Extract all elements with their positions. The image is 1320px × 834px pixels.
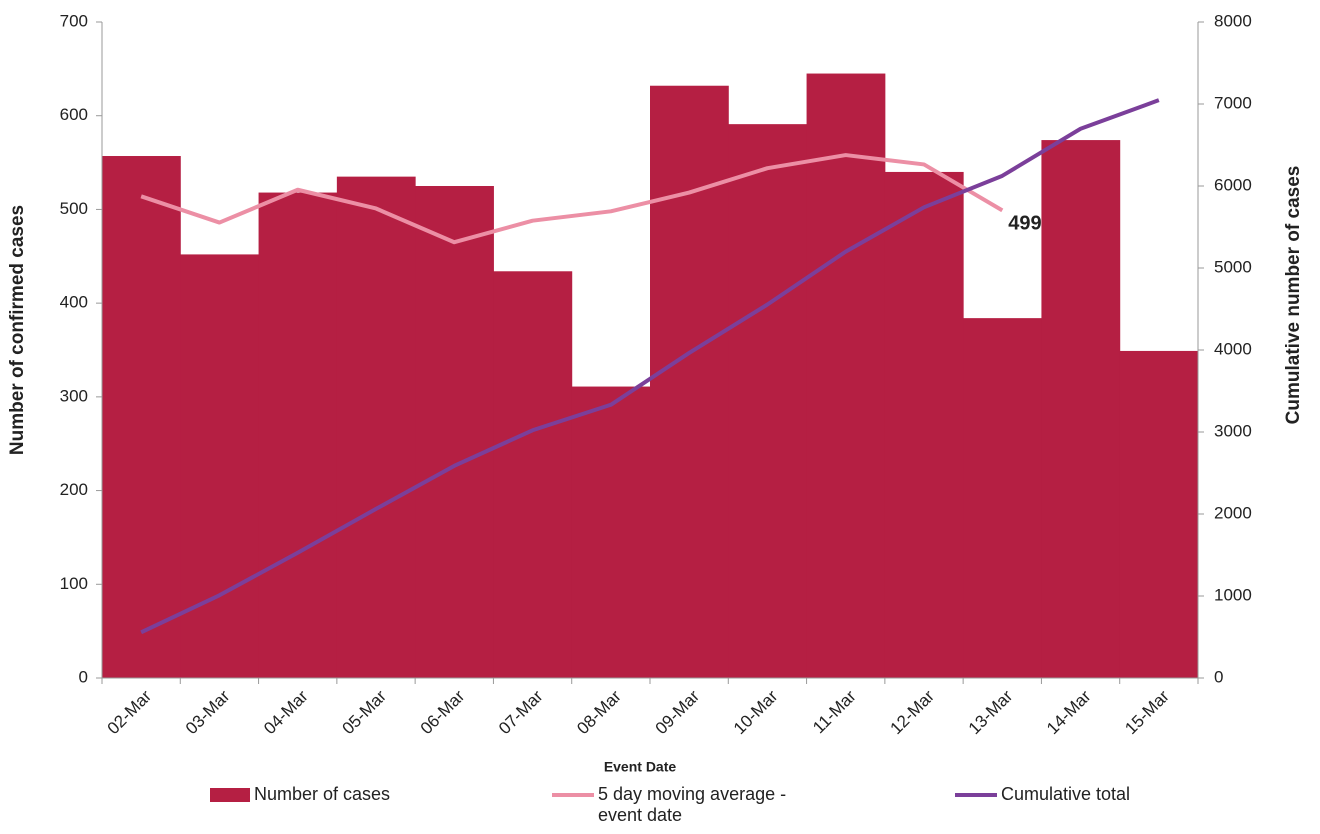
bar xyxy=(1119,350,1199,678)
y-tick-label: 300 xyxy=(60,386,88,405)
bar xyxy=(258,192,338,678)
y2-tick-label: 1000 xyxy=(1214,585,1252,604)
y2-tick-label: 3000 xyxy=(1214,421,1252,440)
y2-axis-title: Cumulative number of cases xyxy=(1283,166,1304,425)
bar xyxy=(1041,140,1121,678)
y-tick-label: 0 xyxy=(79,667,88,686)
y2-tick-label: 2000 xyxy=(1214,503,1252,522)
bar xyxy=(180,254,260,678)
y2-tick-label: 5000 xyxy=(1214,257,1252,276)
bar xyxy=(415,186,494,678)
x-tick-label: 08-Mar xyxy=(573,686,625,738)
x-tick-label: 14-Mar xyxy=(1043,686,1095,738)
x-tick-label: 10-Mar xyxy=(730,686,782,738)
y2-tick-label: 0 xyxy=(1214,667,1223,686)
bar xyxy=(806,73,886,679)
legend-swatch xyxy=(552,793,594,797)
x-tick-label: 09-Mar xyxy=(652,686,704,738)
y-tick-label: 100 xyxy=(60,574,88,593)
y-tick-label: 500 xyxy=(60,199,88,218)
y-axis-title: Number of confirmed cases xyxy=(7,205,28,455)
x-tick-label: 05-Mar xyxy=(338,686,390,738)
y-tick-label: 200 xyxy=(60,480,88,499)
y-tick-label: 600 xyxy=(60,105,88,124)
legend-item: 5 day moving average - event date xyxy=(552,784,792,826)
x-tick-label: 06-Mar xyxy=(417,686,469,738)
x-tick-label: 07-Mar xyxy=(495,686,547,738)
bar xyxy=(728,124,808,679)
x-tick-label: 13-Mar xyxy=(965,686,1017,738)
legend-swatch xyxy=(955,793,997,797)
x-tick-label: 15-Mar xyxy=(1121,686,1173,738)
legend-swatch xyxy=(210,788,250,802)
legend-label: Number of cases xyxy=(254,784,391,804)
y2-tick-label: 7000 xyxy=(1214,93,1252,112)
y2-tick-label: 6000 xyxy=(1214,175,1252,194)
y-tick-label: 400 xyxy=(60,293,88,312)
x-tick-label: 03-Mar xyxy=(182,686,234,738)
bar xyxy=(336,176,416,678)
bar xyxy=(493,271,573,678)
legend: Number of cases 5 day moving average - ev… xyxy=(0,780,1320,834)
legend-label: Cumulative total xyxy=(1001,784,1131,804)
legend-item: Cumulative total xyxy=(955,784,1195,805)
line-series xyxy=(140,153,1004,245)
x-tick-label: 11-Mar xyxy=(809,686,860,737)
bar xyxy=(963,318,1042,678)
bar xyxy=(884,171,964,678)
bar xyxy=(571,386,651,678)
y2-tick-label: 8000 xyxy=(1214,11,1252,30)
x-tick-label: 04-Mar xyxy=(260,686,312,738)
legend-label: 5 day moving average - event date xyxy=(598,784,787,825)
legend-item: Number of cases xyxy=(210,784,470,805)
chart: Event Date Number of confirmed cases Cum… xyxy=(7,11,1304,775)
y-tick-label: 700 xyxy=(60,11,88,30)
x-tick-label: 12-Mar xyxy=(886,686,938,738)
x-tick-label: 02-Mar xyxy=(104,686,156,738)
data-label: 499 xyxy=(1008,213,1041,235)
bar xyxy=(102,156,181,679)
line-series xyxy=(140,98,1160,635)
x-axis-title: Event Date xyxy=(604,759,677,775)
y2-tick-label: 4000 xyxy=(1214,339,1252,358)
bar xyxy=(650,85,729,679)
